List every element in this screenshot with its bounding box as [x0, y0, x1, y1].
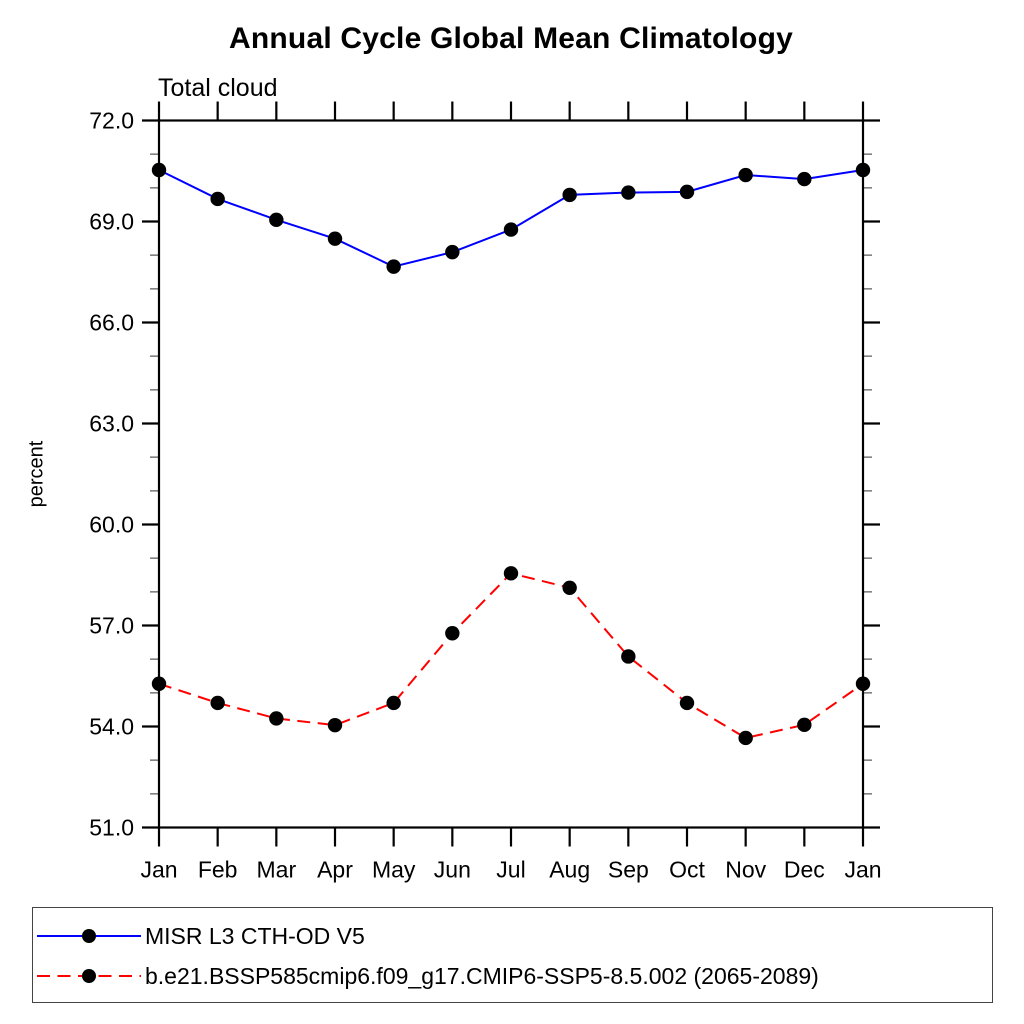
x-tick-label: Jul	[496, 857, 525, 883]
data-point-marker	[269, 212, 284, 228]
data-point-marker	[562, 580, 577, 595]
y-tick-label: 57.0	[89, 613, 134, 639]
y-tick-label: 54.0	[89, 714, 134, 740]
x-tick-label: Sep	[608, 857, 649, 883]
x-tick-label: Jan	[844, 857, 881, 883]
y-tick-label: 60.0	[89, 512, 134, 538]
data-point-marker	[738, 730, 753, 746]
y-tick-label: 69.0	[89, 209, 134, 235]
data-point-marker	[855, 162, 871, 178]
data-point-marker	[445, 626, 460, 641]
x-tick-label: Feb	[198, 857, 238, 883]
series-line-0	[158, 169, 864, 268]
data-point-marker	[855, 676, 871, 691]
y-tick-label: 63.0	[89, 411, 134, 437]
x-tick-label: Jan	[140, 857, 177, 883]
legend-label-misr: MISR L3 CTH-OD V5	[145, 922, 365, 949]
data-point-marker	[386, 259, 401, 274]
data-point-marker	[738, 167, 753, 183]
y-tick-label: 51.0	[89, 815, 134, 841]
data-point-marker	[679, 695, 695, 711]
data-point-marker	[327, 717, 343, 733]
data-point-marker	[151, 676, 167, 691]
legend: MISR L3 CTH-OD V5 b.e21.BSSP585cmip6.f09…	[32, 907, 993, 1003]
data-point-marker	[797, 171, 812, 187]
data-point-marker	[503, 566, 519, 581]
legend-item-model: b.e21.BSSP585cmip6.f09_g17.CMIP6-SSP5-8.…	[35, 962, 819, 989]
data-point-marker	[503, 222, 519, 237]
y-tick-label: 66.0	[89, 310, 134, 336]
data-point-marker	[621, 185, 636, 200]
data-point-marker	[210, 695, 225, 711]
x-tick-label: Nov	[725, 857, 766, 883]
chart-subtitle: Total cloud	[158, 74, 278, 102]
x-tick-label: Jun	[434, 857, 471, 883]
data-point-marker	[269, 711, 284, 726]
y-axis-label: percent	[25, 440, 48, 508]
data-point-marker	[210, 191, 225, 207]
data-point-marker	[621, 649, 636, 664]
x-tick-label: May	[372, 857, 416, 883]
x-tick-label: Mar	[257, 857, 297, 883]
data-point-marker	[679, 184, 695, 200]
x-tick-label: Aug	[549, 857, 590, 883]
x-tick-label: Dec	[784, 857, 825, 883]
page-title: Annual Cycle Global Mean Climatology	[229, 22, 793, 55]
series-line-1	[158, 572, 864, 740]
legend-label-model: b.e21.BSSP585cmip6.f09_g17.CMIP6-SSP5-8.…	[145, 962, 819, 989]
legend-dashed-line-icon	[37, 969, 141, 983]
data-point-marker	[562, 187, 577, 203]
data-point-marker	[151, 162, 167, 178]
x-tick-label: Apr	[317, 857, 353, 883]
data-point-marker	[327, 231, 343, 246]
legend-solid-line-icon	[37, 929, 141, 943]
data-point-marker	[386, 695, 401, 711]
y-tick-label: 72.0	[89, 108, 134, 134]
x-tick-label: Oct	[669, 857, 705, 883]
data-point-marker	[445, 244, 460, 260]
plot-frame	[157, 119, 865, 829]
data-point-marker	[797, 717, 812, 733]
legend-item-misr: MISR L3 CTH-OD V5	[35, 922, 365, 949]
